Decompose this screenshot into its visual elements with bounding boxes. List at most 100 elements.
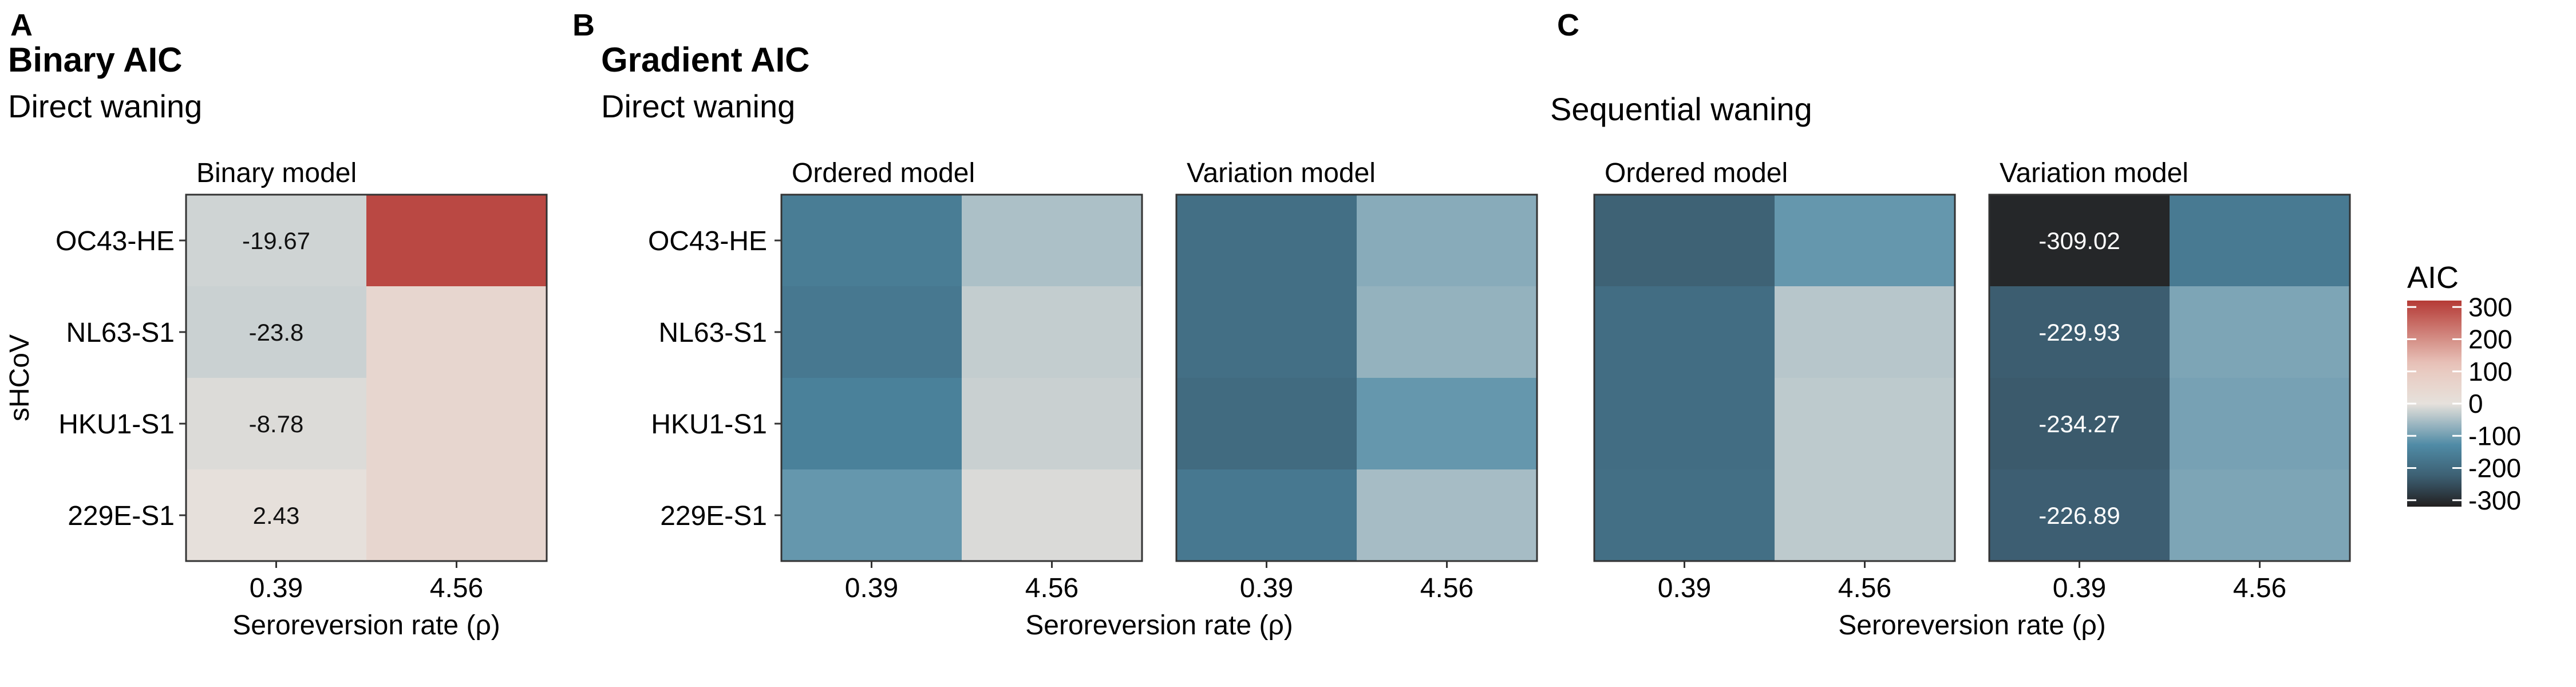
facet-binary-model: Binary model -19.67 -23.8 -8.78 2.43 0.39 4.56 — [185, 158, 548, 603]
heatmap-cell — [1357, 195, 1538, 287]
heatmap-cell — [1989, 469, 2170, 562]
x-axis-title: Seroreversion rate (ρ) — [1838, 610, 2105, 641]
heatmap-cell — [186, 378, 367, 470]
y-tick-label: OC43-HE — [648, 226, 767, 256]
x-axis-title: Seroreversion rate (ρ) — [1025, 610, 1293, 641]
x-tick-label: 4.56 — [430, 573, 483, 603]
panel-letter: B — [572, 8, 595, 42]
heatmap-cell — [781, 378, 962, 470]
heatmap-cell — [1594, 469, 1775, 562]
y-axis-title: sHCoV — [5, 334, 35, 421]
cell-value-label: -309.02 — [2038, 227, 2120, 254]
legend-tick-label: -300 — [2468, 485, 2521, 515]
heatmap-cell — [186, 469, 367, 562]
heatmap-cell — [366, 469, 547, 562]
heatmap-cell — [2170, 469, 2350, 562]
panel-letter: C — [1557, 8, 1579, 42]
cell-value-label: -234.27 — [2038, 410, 2120, 437]
cell-value-label: -8.78 — [249, 410, 304, 437]
x-tick-label: 4.56 — [1838, 573, 1891, 603]
facet-ordered-model: Ordered model 0.39 4.56 — [780, 158, 1143, 603]
heatmap-cell — [781, 195, 962, 287]
heatmap-cell — [1357, 469, 1538, 562]
heatmap-cell — [2170, 195, 2350, 287]
heatmap-cell — [1989, 378, 2170, 470]
x-tick-label: 0.39 — [1240, 573, 1293, 603]
panel-letter: A — [10, 8, 33, 42]
x-tick-label: 4.56 — [1420, 573, 1473, 603]
facet-border — [1593, 194, 1956, 562]
x-tick-label: 0.39 — [2053, 573, 2106, 603]
panel-subtitle: Direct waning — [8, 88, 202, 124]
heatmap-cell — [1775, 195, 1955, 287]
panel-subtitle: Direct waning — [601, 88, 795, 124]
x-tick-label: 0.39 — [1658, 573, 1711, 603]
x-tick-label: 4.56 — [1025, 573, 1078, 603]
y-tick-label: NL63-S1 — [659, 318, 767, 348]
heatmap-cell — [186, 195, 367, 287]
facet-variation-model: Variation model -309.02 -229.93 -234.27 -226… — [1988, 158, 2351, 603]
heatmap-cell — [366, 195, 547, 287]
legend-tick-label: 0 — [2468, 389, 2483, 418]
cell-value-label: -19.67 — [242, 227, 310, 254]
cell-value-label: -23.8 — [249, 319, 304, 346]
heatmap-cell — [1176, 469, 1357, 562]
facet-strip-label: Variation model — [2000, 158, 2188, 188]
color-legend: AIC 300 200 100 0 -100-200-300 — [2407, 260, 2521, 515]
heatmap-cell — [1989, 286, 2170, 378]
heatmap-cell — [366, 378, 547, 470]
heatmap-cell — [1594, 195, 1775, 287]
x-axis-title: Seroreversion rate (ρ) — [232, 610, 500, 641]
heatmap-cell — [1775, 286, 1955, 378]
legend-tick-label: 100 — [2468, 357, 2512, 386]
panel-c: C Sequential waning Ordered model 0.39 4.56 V… — [1550, 8, 2351, 641]
panel-subtitle: Sequential waning — [1550, 91, 1812, 127]
heatmap-cell — [1176, 286, 1357, 378]
facet-strip-label: Ordered model — [792, 158, 975, 188]
heatmap-cell — [1775, 469, 1955, 562]
facet-strip-label: Ordered model — [1605, 158, 1788, 188]
facet-border — [1988, 194, 2351, 562]
facet-ordered-model: Ordered model 0.39 4.56 — [1593, 158, 1956, 603]
facet-border — [1175, 194, 1538, 562]
heatmap-cell — [962, 469, 1143, 562]
x-tick-label: 0.39 — [250, 573, 303, 603]
heatmap-cell — [1594, 378, 1775, 470]
legend-title: AIC — [2407, 260, 2459, 295]
heatmap-cell — [962, 286, 1143, 378]
facet-strip-label: Binary model — [196, 158, 357, 188]
heatmap-cell — [1357, 378, 1538, 470]
heatmap-cell — [781, 286, 962, 378]
panel-title: Gradient AIC — [601, 41, 809, 79]
cell-value-label: -229.93 — [2038, 319, 2120, 346]
y-tick-label: 229E-S1 — [68, 501, 175, 531]
heatmap-cell — [1176, 378, 1357, 470]
legend-tick-label: 200 — [2468, 325, 2512, 354]
heatmap-cell — [962, 378, 1143, 470]
heatmap-cell — [1357, 286, 1538, 378]
heatmap-cell — [1775, 378, 1955, 470]
y-tick-label: HKU1-S1 — [651, 409, 767, 440]
facet-border — [780, 194, 1143, 562]
panel-title: Binary AIC — [8, 41, 183, 79]
heatmap-cell — [962, 195, 1143, 287]
heatmap-cell — [1989, 195, 2170, 287]
heatmap-cell — [366, 286, 547, 378]
heatmap-cell — [1176, 195, 1357, 287]
facet-border — [185, 194, 548, 562]
heatmap-cell — [781, 469, 962, 562]
y-tick-label: NL63-S1 — [66, 318, 175, 348]
heatmap-cell — [1594, 286, 1775, 378]
x-tick-label: 0.39 — [845, 573, 898, 603]
legend-tick-label: -200 — [2468, 453, 2521, 483]
cell-value-label: -226.89 — [2038, 502, 2120, 529]
facet-strip-label: Variation model — [1187, 158, 1376, 188]
heatmap-cell — [2170, 286, 2350, 378]
heatmap-cell — [2170, 378, 2350, 470]
legend-tick-label: 300 — [2468, 292, 2512, 322]
heatmap-cell — [186, 286, 367, 378]
